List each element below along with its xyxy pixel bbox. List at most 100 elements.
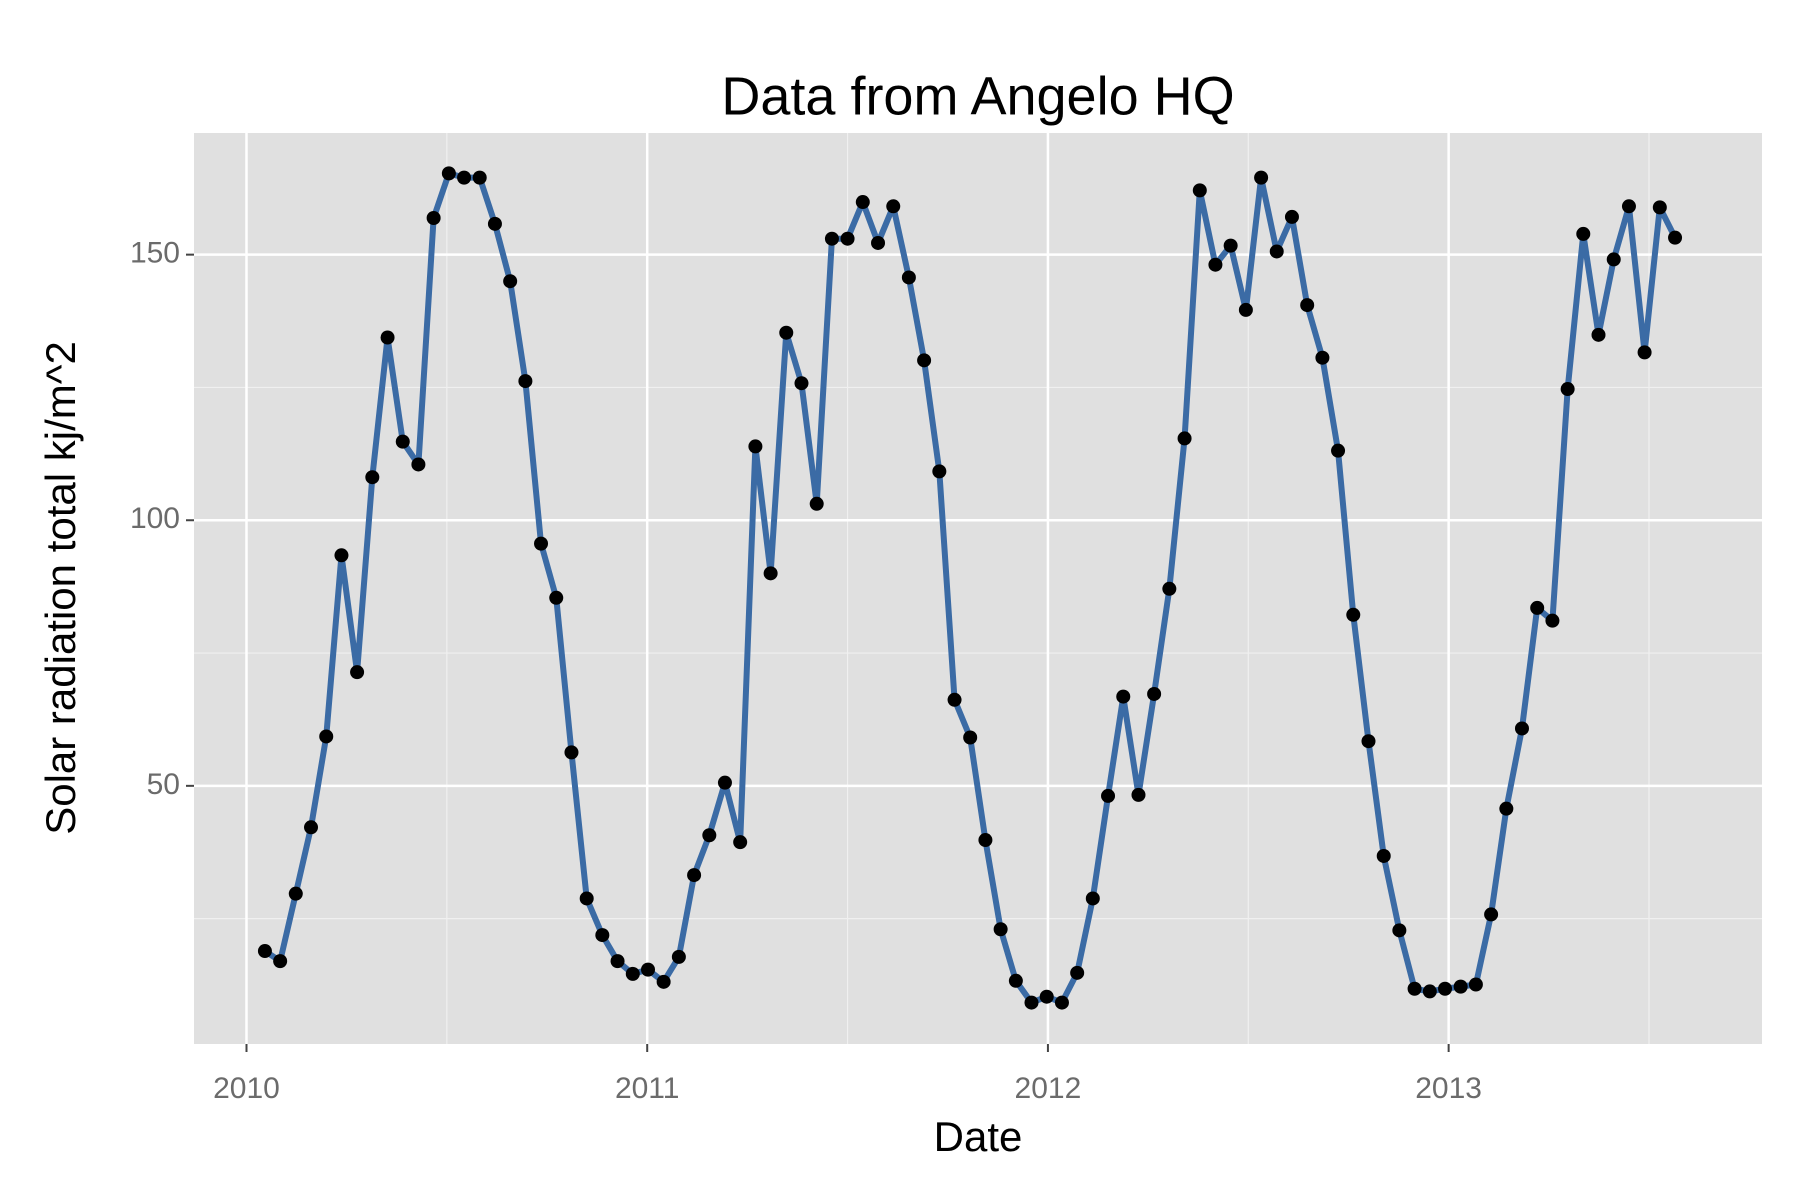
data-point (1039, 989, 1054, 1004)
chart-title: Data from Angelo HQ (721, 66, 1234, 126)
data-point (288, 886, 303, 901)
data-point (1208, 257, 1223, 272)
data-point (1361, 734, 1376, 749)
data-point (518, 374, 533, 389)
x-axis-title: Date (934, 1113, 1023, 1160)
data-point (395, 434, 410, 449)
data-point (1070, 965, 1085, 980)
data-point (595, 928, 610, 943)
data-point (1254, 170, 1269, 185)
plot-panel (194, 133, 1762, 1044)
y-tick-label: 100 (130, 502, 180, 535)
data-point (1024, 995, 1039, 1010)
data-point (702, 828, 717, 843)
data-point (257, 944, 272, 959)
data-point (365, 470, 380, 485)
data-point (1331, 443, 1346, 458)
data-point (717, 775, 732, 790)
data-point (1637, 345, 1652, 360)
data-point (809, 496, 824, 511)
data-point (1530, 600, 1545, 615)
data-point (457, 170, 472, 185)
data-point (763, 566, 778, 581)
data-point (1315, 350, 1330, 365)
data-point (840, 231, 855, 246)
data-point (1162, 581, 1177, 596)
data-point (350, 665, 365, 680)
data-point (963, 730, 978, 745)
data-point (886, 199, 901, 214)
data-point (1177, 431, 1192, 446)
data-point (441, 166, 456, 181)
data-point (1407, 981, 1422, 996)
data-point (1652, 200, 1667, 215)
data-point (1438, 981, 1453, 996)
x-tick-label: 2010 (213, 1072, 280, 1105)
data-point (1008, 973, 1023, 988)
data-point (380, 330, 395, 345)
data-point (1116, 689, 1131, 704)
data-point (641, 962, 656, 977)
data-point (503, 274, 518, 289)
data-point (917, 353, 932, 368)
data-point (1284, 209, 1299, 224)
y-tick-label: 150 (130, 237, 180, 270)
data-point (1269, 244, 1284, 259)
data-point (472, 170, 487, 185)
data-point (779, 325, 794, 340)
y-axis-title: Solar radiation total kj/m^2 (37, 341, 84, 835)
data-point (1560, 382, 1575, 397)
data-point (273, 954, 288, 969)
data-point (978, 833, 993, 848)
data-point (534, 536, 549, 551)
data-point (794, 376, 809, 391)
data-point (932, 464, 947, 479)
data-point (549, 590, 564, 605)
data-point (1453, 979, 1468, 994)
data-point (824, 231, 839, 246)
data-point (1606, 252, 1621, 267)
data-point (1085, 891, 1100, 906)
data-point (1147, 686, 1162, 701)
x-tick-label: 2011 (615, 1072, 680, 1105)
data-point (947, 692, 962, 707)
data-point (901, 270, 916, 285)
data-point (1621, 199, 1636, 214)
data-point (610, 954, 625, 969)
data-point (1300, 298, 1315, 313)
data-point (1468, 977, 1483, 992)
data-point (304, 820, 319, 835)
data-point (564, 745, 579, 760)
data-point (687, 868, 702, 883)
data-point (1422, 984, 1437, 999)
data-point (1514, 721, 1529, 736)
data-point (334, 548, 349, 563)
data-point (579, 891, 594, 906)
data-point (1668, 230, 1683, 245)
data-point (1576, 226, 1591, 241)
data-point (656, 974, 671, 989)
data-point (733, 835, 748, 850)
x-tick-label: 2013 (1415, 1072, 1482, 1105)
data-point (1054, 995, 1069, 1010)
data-point (411, 457, 426, 472)
data-point (1131, 787, 1146, 802)
data-point (1101, 788, 1116, 803)
y-tick-label: 50 (147, 768, 180, 801)
data-point (1545, 613, 1560, 628)
data-point (993, 922, 1008, 937)
data-point (855, 195, 870, 210)
data-point (426, 210, 441, 225)
data-point (871, 235, 886, 250)
x-tick-label: 2012 (1015, 1072, 1082, 1105)
data-point (319, 729, 334, 744)
data-point (1346, 607, 1361, 622)
data-point (625, 966, 640, 981)
data-point (1223, 238, 1238, 253)
data-point (671, 949, 686, 964)
data-point (1192, 183, 1207, 198)
data-point (1484, 907, 1499, 922)
data-point (487, 216, 502, 231)
data-point (1499, 801, 1514, 816)
